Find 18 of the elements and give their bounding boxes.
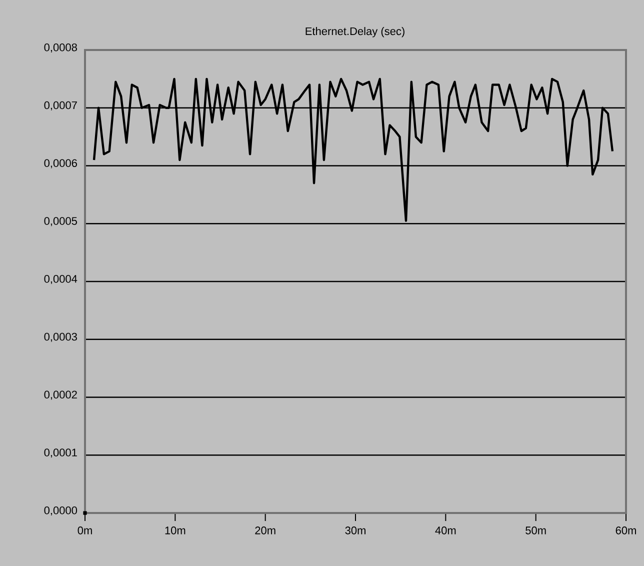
chart-title: Ethernet.Delay (sec): [306, 27, 404, 38]
y-tick-label: 0,0002: [44, 390, 77, 400]
line-series: [92, 78, 614, 222]
x-tick-label: 20m: [255, 526, 276, 534]
y-tick-label: 0,0006: [44, 159, 77, 168]
y-tick-label: 0,0003: [44, 332, 77, 342]
y-tick-label: 0,0007: [44, 101, 77, 110]
x-tick-label: 40m: [435, 526, 456, 534]
y-tick-label: 0,0005: [44, 217, 77, 226]
y-tick-label: 0,0001: [44, 448, 77, 458]
x-tick-label: 10m: [165, 526, 186, 534]
y-tick-label: 0,0000: [44, 506, 78, 516]
x-tick-label: 50m: [526, 526, 546, 534]
x-tick-label: 60m: [616, 526, 636, 534]
x-tick-label: 30m: [345, 526, 366, 534]
x-tick-label: 0m: [78, 526, 92, 534]
y-tick-label: 0,0004: [44, 274, 78, 284]
y-tick-label: 0,0008: [44, 43, 77, 53]
